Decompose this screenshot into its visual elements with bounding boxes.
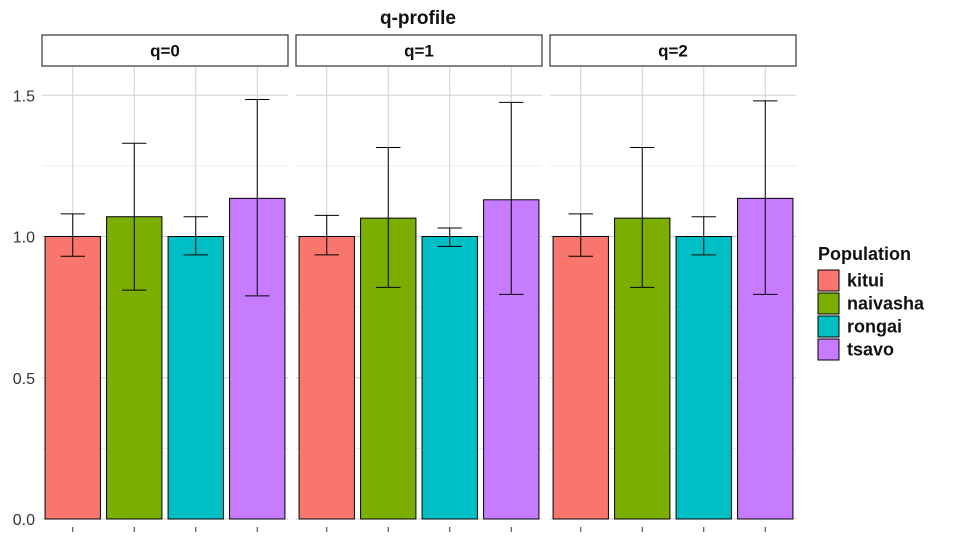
legend: Population kitui naivasha rongai tsavo (817, 244, 925, 361)
facet-strip-label: q=0 (150, 42, 180, 61)
facet-panel: q=1 (295, 34, 543, 532)
facet-strip-label: q=1 (404, 42, 434, 61)
legend-key-tsavo (817, 338, 840, 361)
facet-strip-label: q=2 (658, 42, 688, 61)
bar-rongai (421, 236, 478, 520)
facet-panel: q=2 (549, 34, 797, 532)
legend-key-kitui (817, 269, 840, 292)
facet-strip (549, 34, 797, 67)
bar-kitui (552, 236, 609, 520)
legend-key-naivasha (817, 292, 840, 315)
panels-layer: q=0 q=1 q=2 (41, 34, 797, 532)
legend-label-naivasha: naivasha (847, 294, 925, 314)
legend-label-kitui: kitui (847, 271, 884, 291)
legend-title: Population (818, 244, 911, 264)
y-tick-label: 1.0 (13, 230, 35, 247)
y-tick-label: 0.0 (13, 512, 35, 529)
legend-label-rongai: rongai (847, 317, 902, 337)
bar-kitui (298, 236, 355, 520)
y-axis: 0.0 0.5 1.0 1.5 (13, 88, 35, 529)
bar-rongai (167, 236, 224, 520)
legend-key-rongai (817, 315, 840, 338)
y-tick-label: 0.5 (13, 371, 35, 388)
bar-kitui (44, 236, 101, 520)
chart-title: q-profile (380, 8, 456, 29)
y-tick-label: 1.5 (13, 88, 35, 105)
legend-label-tsavo: tsavo (847, 340, 894, 360)
facet-strip (41, 34, 289, 67)
facet-panel: q=0 (41, 34, 289, 532)
bar-rongai (675, 236, 732, 520)
facet-strip (295, 34, 543, 67)
